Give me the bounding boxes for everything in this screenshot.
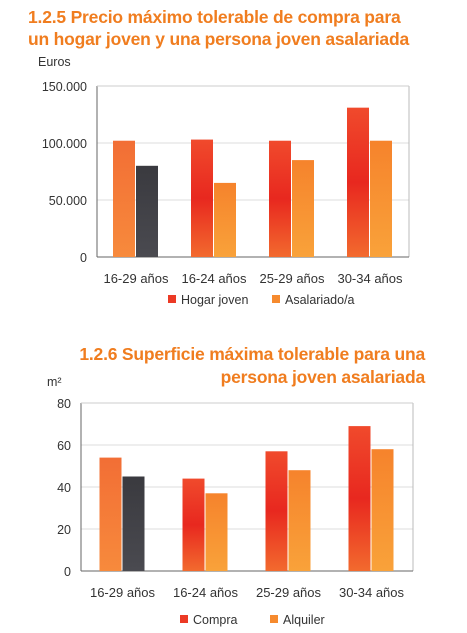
chart1-ytick-label: 150.000 bbox=[42, 80, 87, 94]
chart1-bar-series1 bbox=[347, 107, 369, 257]
chart2-legend-swatch bbox=[180, 615, 188, 623]
chart1-legend-swatch bbox=[272, 295, 280, 303]
chart1-title-line2: un hogar joven y una persona joven asala… bbox=[28, 29, 409, 49]
chart1-ytick-label: 50.000 bbox=[49, 194, 87, 208]
chart2-bar-series2 bbox=[122, 476, 145, 571]
chart2-category-label: 25-29 años bbox=[256, 585, 322, 600]
chart1-bar-series1 bbox=[191, 139, 213, 257]
chart2-ytick-label: 80 bbox=[57, 397, 71, 411]
chart1-title-line1: 1.2.5 Precio máximo tolerable de compra … bbox=[28, 7, 401, 27]
chart2-category-label: 16-24 años bbox=[173, 585, 239, 600]
chart2-bar-series2 bbox=[288, 470, 311, 571]
chart2-bar-series1 bbox=[99, 457, 122, 571]
chart1-legend-swatch bbox=[168, 295, 176, 303]
chart1-category-label: 25-29 años bbox=[259, 271, 325, 286]
chart2-bar-series2 bbox=[205, 493, 228, 571]
chart1-legend-label: Hogar joven bbox=[181, 293, 248, 307]
chart2-ytick-label: 0 bbox=[64, 565, 71, 579]
chart2-legend-label: Alquiler bbox=[283, 613, 325, 627]
chart1-bar-series1 bbox=[269, 140, 291, 257]
chart2-bar-series2 bbox=[371, 449, 394, 571]
chart1-ylabel: Euros bbox=[38, 55, 71, 69]
chart1-bar-series2 bbox=[136, 165, 158, 257]
chart1-bar-series1 bbox=[113, 140, 135, 257]
chart2-ylabel: m² bbox=[47, 375, 62, 389]
chart1-ytick-label: 0 bbox=[80, 251, 87, 265]
chart1-category-label: 16-24 años bbox=[181, 271, 247, 286]
chart1-category-label: 30-34 años bbox=[337, 271, 403, 286]
chart2-bar-series1 bbox=[265, 451, 288, 571]
chart1-ytick-label: 100.000 bbox=[42, 137, 87, 151]
chart1-bar-series2 bbox=[214, 182, 236, 257]
chart2-bar-series1 bbox=[348, 426, 371, 571]
chart1-category-label: 16-29 años bbox=[103, 271, 169, 286]
chart2-legend-label: Compra bbox=[193, 613, 238, 627]
chart2-bar-series1 bbox=[182, 478, 205, 571]
chart1-legend-label: Asalariado/a bbox=[285, 293, 355, 307]
chart2-ytick-label: 60 bbox=[57, 439, 71, 453]
chart2-category-label: 30-34 años bbox=[339, 585, 405, 600]
chart2-legend-swatch bbox=[270, 615, 278, 623]
chart2-category-label: 16-29 años bbox=[90, 585, 156, 600]
chart2-ytick-label: 40 bbox=[57, 481, 71, 495]
chart1-bar-series2 bbox=[292, 160, 314, 257]
chart2-title-line2: persona joven asalariada bbox=[220, 367, 426, 387]
chart1-bar-series2 bbox=[370, 140, 392, 257]
chart2-title-line1: 1.2.6 Superficie máxima tolerable para u… bbox=[79, 344, 425, 364]
chart2-ytick-label: 20 bbox=[57, 523, 71, 537]
